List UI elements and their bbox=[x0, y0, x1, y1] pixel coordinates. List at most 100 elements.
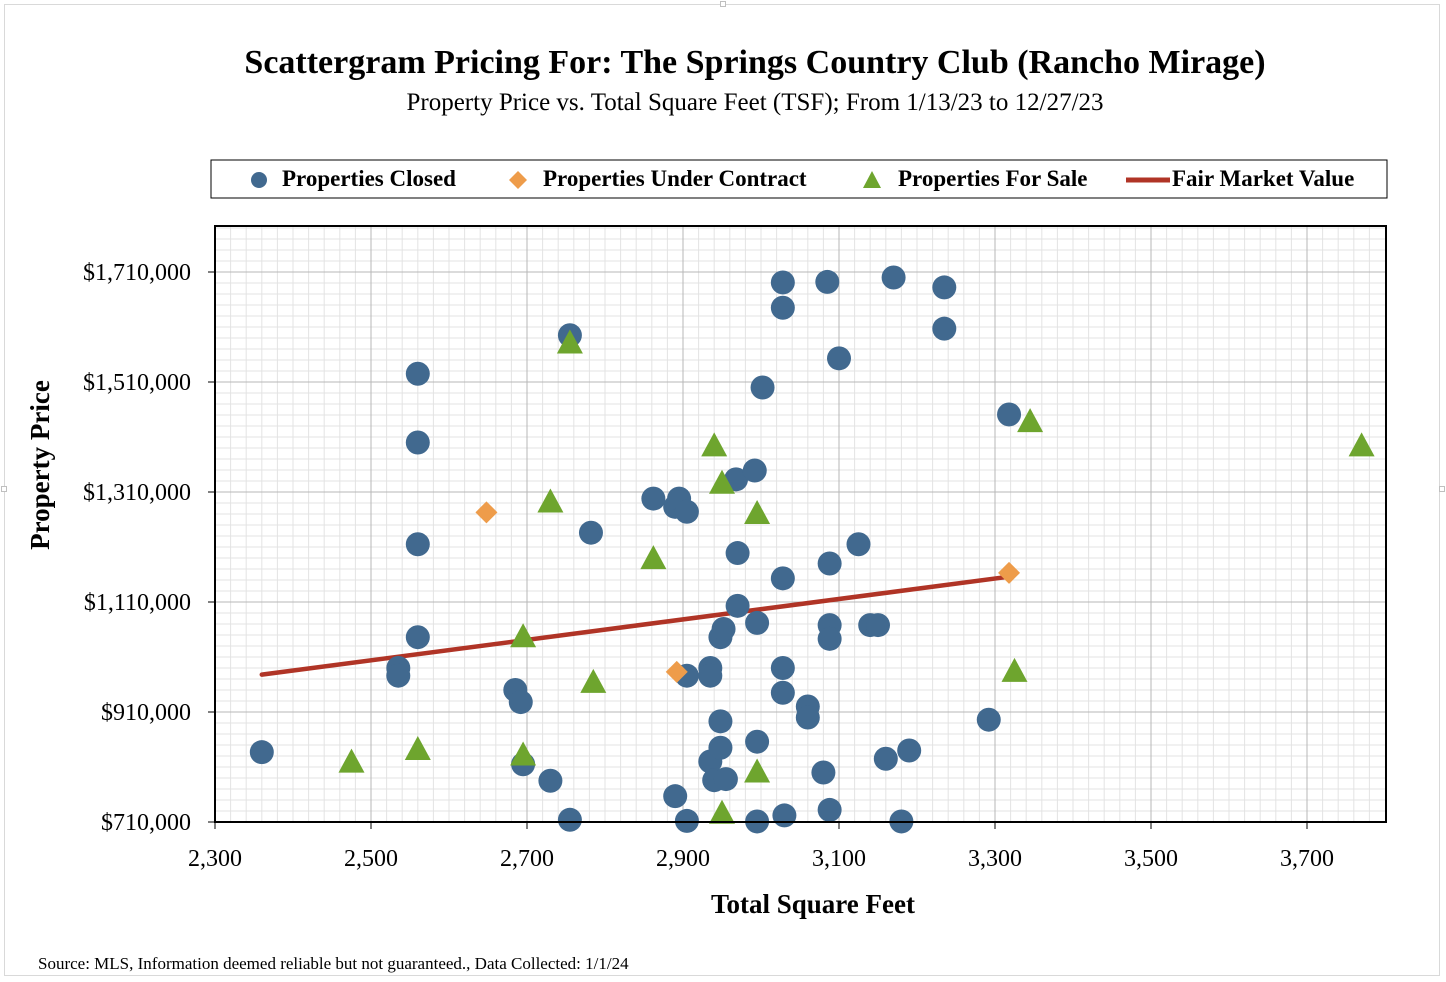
legend-fmv-label: Fair Market Value bbox=[1172, 166, 1354, 191]
legend-closed-marker bbox=[251, 172, 267, 188]
closed-point bbox=[811, 760, 836, 785]
for-sale-point bbox=[1348, 432, 1375, 457]
under-contract-point bbox=[665, 660, 688, 683]
y-tick-label: $1,310,000 bbox=[83, 480, 191, 506]
x-tick-label: 2,700 bbox=[500, 846, 554, 872]
closed-point bbox=[795, 705, 820, 730]
x-tick-label: 3,700 bbox=[1280, 846, 1334, 872]
for-sale-point bbox=[744, 500, 771, 524]
y-tick-label: $1,510,000 bbox=[83, 370, 191, 396]
closed-point bbox=[817, 626, 842, 651]
for-sale-point bbox=[404, 735, 431, 760]
closed-point bbox=[881, 265, 906, 290]
closed-point bbox=[976, 707, 1001, 732]
closed-point bbox=[557, 807, 582, 832]
for-sale-point bbox=[580, 668, 607, 693]
closed-point bbox=[698, 663, 723, 688]
closed-point bbox=[708, 709, 733, 734]
closed-point bbox=[745, 610, 770, 635]
closed-point bbox=[386, 663, 411, 688]
for-sale-point bbox=[709, 469, 735, 494]
closed-point bbox=[846, 532, 871, 557]
closed-point bbox=[708, 735, 733, 760]
closed-point bbox=[745, 729, 770, 754]
closed-point bbox=[770, 656, 795, 680]
for-sale-point bbox=[510, 741, 537, 766]
closed-point bbox=[873, 746, 898, 771]
x-tick-label: 3,500 bbox=[1124, 846, 1178, 872]
minor-grid bbox=[215, 226, 1386, 822]
closed-point bbox=[932, 275, 957, 300]
closed-point bbox=[817, 551, 842, 576]
plot-border-rect bbox=[214, 225, 1387, 823]
closed-point bbox=[725, 593, 750, 618]
closed-point bbox=[827, 346, 851, 371]
legend: Properties Closed Properties Under Contr… bbox=[210, 159, 1388, 199]
x-tick-label: 2,500 bbox=[344, 846, 398, 872]
closed-point bbox=[663, 784, 688, 809]
data-marks bbox=[249, 265, 1375, 834]
closed-point bbox=[405, 532, 430, 557]
for-sale-point bbox=[537, 488, 564, 513]
closed-point bbox=[674, 499, 699, 524]
x-tick-label: 2,300 bbox=[188, 846, 242, 872]
for-sale-point bbox=[709, 799, 735, 824]
for-sale-point bbox=[338, 748, 365, 773]
closed-point bbox=[713, 767, 738, 792]
source-note: Source: MLS, Information deemed reliable… bbox=[38, 954, 629, 973]
chart-title: Scattergram Pricing For: The Springs Cou… bbox=[244, 44, 1265, 81]
closed-point bbox=[772, 803, 797, 828]
legend-closed-label: Properties Closed bbox=[282, 166, 456, 191]
legend-contract-marker bbox=[509, 171, 527, 189]
y-tick-label: $1,710,000 bbox=[83, 260, 191, 286]
resize-handle-left[interactable] bbox=[1, 486, 7, 492]
x-axis-title: Total Square Feet bbox=[711, 889, 915, 919]
closed-point bbox=[997, 402, 1022, 427]
y-tick-label: $710,000 bbox=[101, 810, 191, 836]
closed-point bbox=[538, 768, 563, 793]
tick-labels: 2,300 2,500 2,700 2,900 3,100 3,300 3,500 3,700… bbox=[83, 260, 1334, 872]
closed-point bbox=[674, 808, 699, 833]
closed-point bbox=[405, 430, 430, 455]
for-sale-point bbox=[1001, 657, 1028, 682]
closed-point bbox=[711, 616, 736, 641]
closed-point bbox=[815, 269, 840, 294]
chart-subtitle: Property Price vs. Total Square Feet (TS… bbox=[406, 89, 1103, 116]
closed-point bbox=[770, 566, 795, 591]
resize-handle-top[interactable] bbox=[720, 1, 726, 7]
closed-point bbox=[249, 740, 274, 765]
closed-point bbox=[770, 270, 795, 295]
y-axis-title: Property Price bbox=[25, 380, 55, 550]
legend-contract-label: Properties Under Contract bbox=[543, 166, 807, 191]
resize-handle-right[interactable] bbox=[1439, 486, 1445, 492]
for-sale-point bbox=[556, 329, 583, 354]
plot-border bbox=[214, 225, 1387, 823]
closed-point bbox=[750, 375, 775, 400]
closed-point bbox=[405, 625, 430, 650]
closed-point bbox=[770, 295, 795, 320]
closed-point bbox=[897, 738, 922, 763]
legend-sale-label: Properties For Sale bbox=[898, 166, 1088, 191]
x-tick-label: 3,300 bbox=[968, 846, 1022, 872]
y-tick-label: $1,110,000 bbox=[84, 590, 191, 616]
x-tick-label: 2,900 bbox=[656, 846, 710, 872]
under-contract-point bbox=[998, 561, 1021, 584]
closed-point bbox=[932, 316, 957, 341]
for-sale-point bbox=[701, 432, 728, 457]
legend-sale-marker bbox=[863, 171, 881, 188]
closed-point bbox=[866, 613, 890, 638]
closed-point bbox=[641, 486, 666, 511]
y-tick-label: $910,000 bbox=[101, 700, 191, 726]
closed-point bbox=[725, 541, 750, 566]
for-sale-point bbox=[640, 545, 667, 570]
for-sale-point bbox=[510, 623, 537, 648]
under-contract-point bbox=[475, 501, 498, 524]
closed-point bbox=[770, 680, 795, 705]
closed-point bbox=[742, 458, 767, 483]
closed-point bbox=[578, 520, 603, 545]
x-tick-label: 3,100 bbox=[812, 846, 866, 872]
closed-point bbox=[405, 361, 430, 386]
closed-point bbox=[508, 690, 533, 715]
fair-market-value-line bbox=[259, 574, 1012, 677]
